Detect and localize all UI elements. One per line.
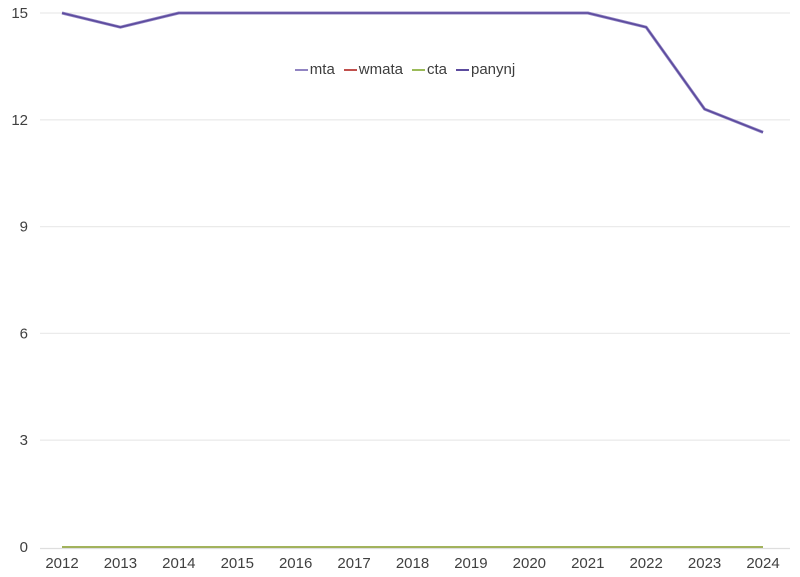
x-tick-label: 2020 [513,555,546,572]
legend-label-panynj: panynj [471,61,516,78]
legend-label-mta: mta [309,61,335,78]
y-tick-label: 12 [11,112,28,129]
legend-swatch-panynj-icon [456,68,469,71]
y-tick-label: 3 [20,432,28,449]
x-tick-label: 2019 [454,555,487,572]
legend-item-panynj[interactable]: panynj [456,61,515,78]
x-tick-label: 2024 [746,555,779,572]
x-tick-label: 2014 [162,555,195,572]
x-tick-label: 2015 [221,555,254,572]
x-tick-label: 2023 [688,555,721,572]
x-tick-label: 2017 [337,555,370,572]
x-tick-label: 2012 [45,555,78,572]
chart-legend: mta wmata cta panynj [0,61,800,78]
legend-label-cta: cta [426,61,447,78]
legend-item-mta[interactable]: mta [294,61,335,78]
legend-item-cta[interactable]: cta [411,61,447,78]
legend-item-wmata[interactable]: wmata [343,61,403,78]
y-tick-label: 9 [20,219,28,236]
x-tick-label: 2022 [629,555,662,572]
y-tick-label: 15 [11,5,28,22]
legend-swatch-cta-icon [411,68,425,71]
x-tick-label: 2016 [279,555,312,572]
series-line-panynj [61,12,764,134]
legend-swatch-mta-icon [294,68,308,71]
x-tick-label: 2021 [571,555,604,572]
x-tick-label: 2013 [104,555,137,572]
y-tick-label: 0 [20,539,28,556]
x-tick-label: 2018 [396,555,429,572]
legend-swatch-wmata-icon [343,68,357,71]
y-tick-label: 6 [20,325,28,342]
legend-label-wmata: wmata [358,61,403,78]
